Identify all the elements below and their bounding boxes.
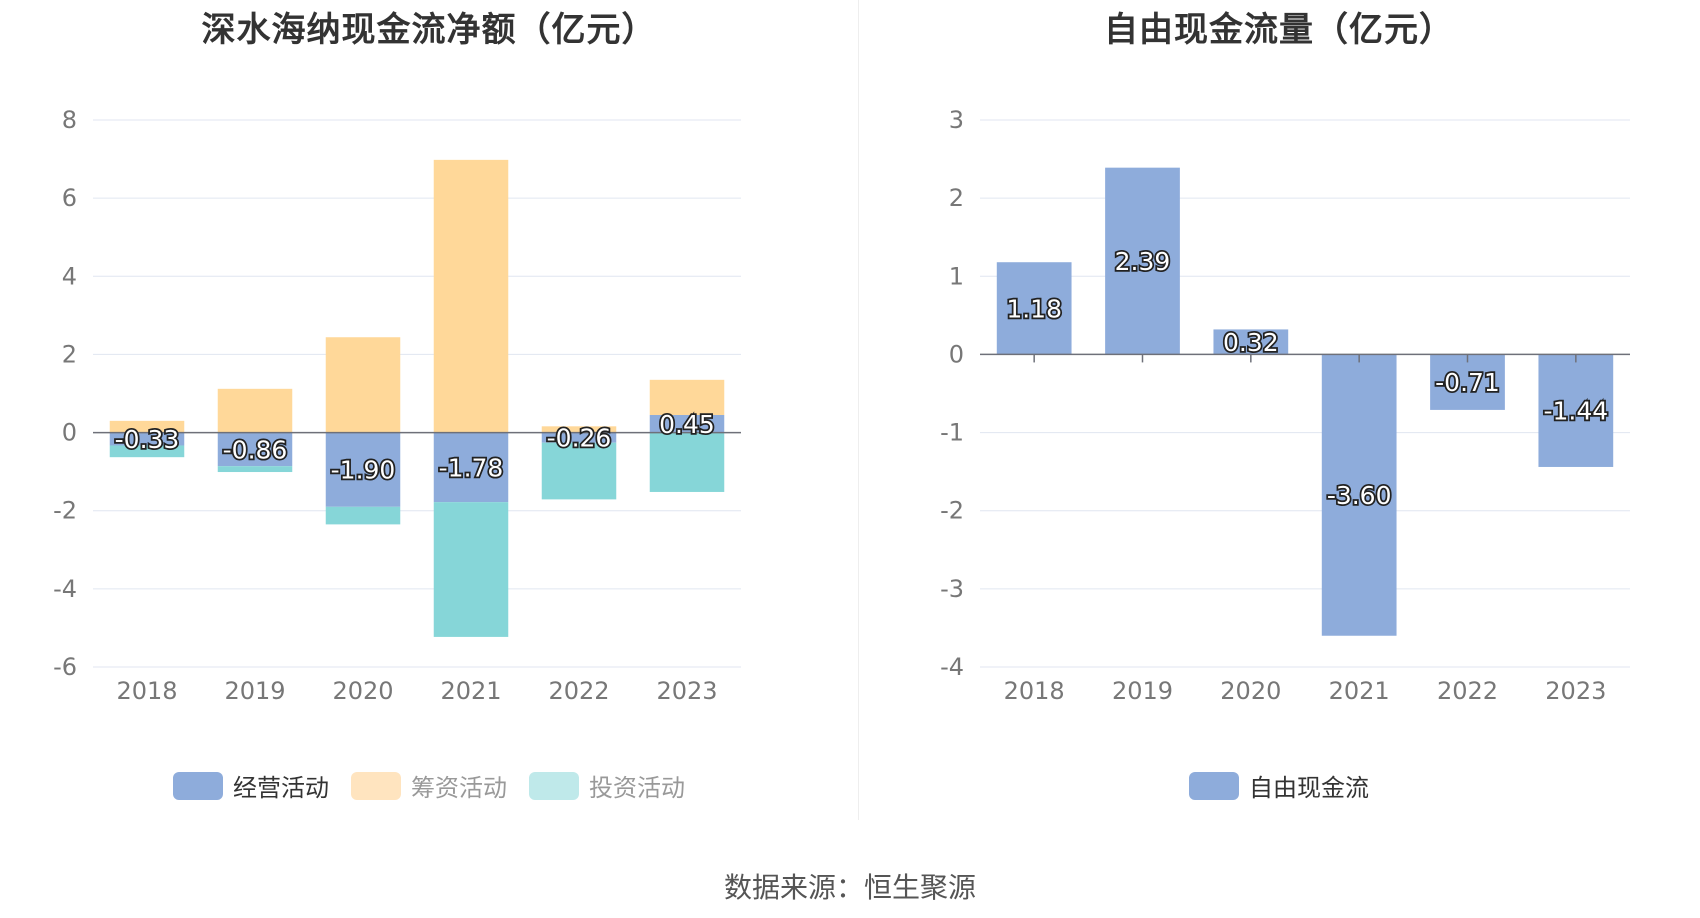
bar: [1105, 167, 1180, 355]
chart-title: 深水海纳现金流净额（亿元）: [201, 10, 657, 50]
panel-divider: [858, 0, 859, 820]
y-tick-label: -3: [940, 575, 964, 603]
legend-item[interactable]: 筹资活动: [351, 768, 507, 803]
bar: [1538, 354, 1614, 467]
data-label: -1.44: [1543, 397, 1608, 426]
legend-label: 自由现金流: [1249, 774, 1369, 802]
bar: [325, 432, 401, 507]
legend-item[interactable]: 自由现金流: [1189, 768, 1369, 803]
bar: [541, 432, 617, 443]
legend-swatch: [1189, 771, 1239, 800]
y-tick-label: 1: [949, 262, 964, 290]
data-label: -0.33: [115, 425, 180, 454]
y-tick-label: -1: [940, 419, 964, 447]
bar: [649, 379, 725, 415]
legend-label: 经营活动: [233, 774, 329, 802]
legend-swatch: [529, 771, 579, 800]
data-label: -0.26: [547, 424, 612, 453]
x-tick-label: 2019: [224, 677, 285, 705]
x-tick-label: 2023: [656, 677, 717, 705]
y-tick-label: 2: [62, 340, 77, 368]
y-tick-label: 2: [949, 184, 964, 212]
bar: [433, 432, 509, 503]
bar: [1213, 329, 1289, 355]
bar: [541, 426, 617, 433]
chart-legend: 经营活动 筹资活动 投资活动: [0, 768, 858, 803]
legend-label: 筹资活动: [411, 774, 507, 802]
data-label: -0.71: [1435, 368, 1500, 397]
y-tick-label: -2: [53, 497, 77, 525]
cash-flow-chart-panel: 深水海纳现金流净额（亿元） 8 6 4 2 0 -2 -4 -6 2018 2019 2020 202…: [0, 0, 858, 820]
bar: [1430, 354, 1505, 410]
x-tick-label: 2018: [1004, 677, 1065, 705]
legend-swatch: [351, 771, 401, 800]
bar: [541, 442, 617, 500]
bar: [433, 159, 509, 433]
data-label: -0.86: [223, 435, 288, 464]
cash-flow-chart: 8 6 4 2 0 -2 -4 -6 2018 2019 2020 2021 2022 2023 -0.33…: [53, 106, 741, 705]
data-label: 0.32: [1223, 328, 1279, 357]
bar: [649, 414, 725, 433]
x-tick-label: 2021: [440, 677, 501, 705]
y-tick-label: 6: [62, 184, 77, 212]
free-cash-flow-chart-panel: 自由现金流量（亿元） 3 2 1 0 -1 -2 -3 -4 2018 2019 2020 2021 2…: [858, 0, 1700, 820]
data-label: 2.39: [1115, 247, 1171, 276]
x-tick-label: 2020: [332, 677, 393, 705]
x-tick-label: 2022: [1437, 677, 1498, 705]
x-tick-label: 2018: [116, 677, 177, 705]
y-tick-label: 0: [949, 340, 964, 368]
legend-item[interactable]: 经营活动: [173, 768, 329, 803]
bar: [109, 432, 185, 446]
data-label: 1.18: [1006, 294, 1062, 323]
bar: [109, 420, 185, 433]
bar: [325, 506, 401, 525]
data-label: 0.45: [659, 410, 715, 439]
y-tick-label: 8: [62, 106, 77, 134]
bar: [433, 502, 509, 637]
bar: [1321, 354, 1397, 636]
bar: [649, 432, 725, 492]
x-tick-label: 2022: [548, 677, 609, 705]
data-label: -3.60: [1327, 481, 1392, 510]
chart-legend: 自由现金流: [858, 768, 1700, 803]
y-tick-label: -2: [940, 497, 964, 525]
bar: [217, 388, 293, 433]
legend-label: 投资活动: [589, 774, 685, 802]
x-tick-label: 2019: [1112, 677, 1173, 705]
x-tick-label: 2021: [1329, 677, 1390, 705]
data-label: -1.78: [439, 453, 504, 482]
y-tick-label: -4: [940, 653, 964, 681]
legend-swatch: [173, 771, 223, 800]
bar: [325, 337, 401, 433]
bar: [996, 262, 1072, 355]
y-tick-label: 4: [62, 262, 77, 290]
data-label: -1.90: [331, 456, 396, 485]
y-tick-label: -6: [53, 653, 77, 681]
y-tick-label: -4: [53, 575, 77, 603]
bar: [217, 466, 293, 473]
x-tick-label: 2020: [1220, 677, 1281, 705]
legend-item[interactable]: 投资活动: [529, 768, 685, 803]
y-tick-label: 3: [949, 106, 964, 134]
x-tick-label: 2023: [1545, 677, 1606, 705]
chart-title: 自由现金流量（亿元）: [1104, 10, 1454, 50]
bar: [217, 432, 293, 467]
bar: [109, 445, 185, 458]
free-cash-flow-chart: 3 2 1 0 -1 -2 -3 -4 2018 2019 2020 2021 2022 2023 1.18…: [940, 106, 1630, 705]
y-tick-label: 0: [62, 419, 77, 447]
data-source: 数据来源：恒生聚源: [723, 871, 976, 904]
